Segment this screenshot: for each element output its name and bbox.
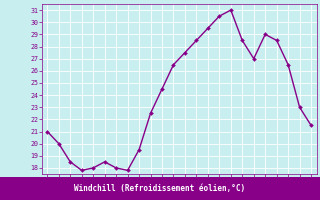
Text: Windchill (Refroidissement éolien,°C): Windchill (Refroidissement éolien,°C) — [75, 184, 245, 193]
